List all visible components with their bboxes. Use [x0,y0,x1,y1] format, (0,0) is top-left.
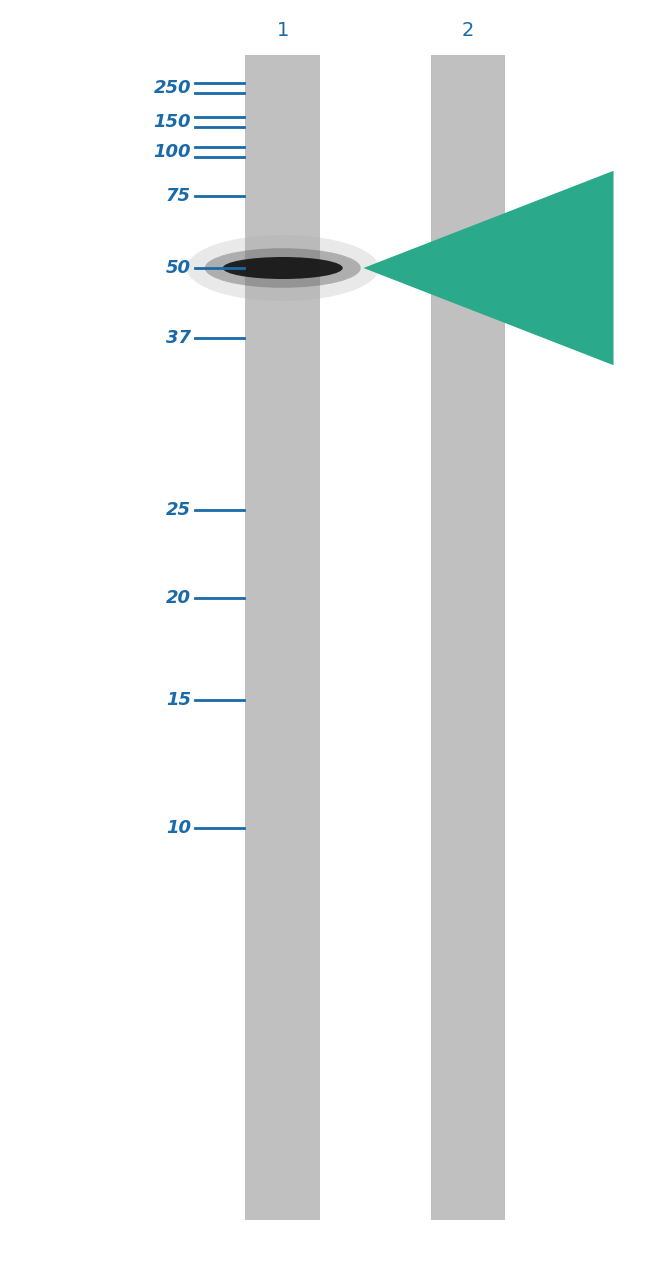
Ellipse shape [187,235,379,301]
Ellipse shape [223,257,343,279]
Text: 37: 37 [166,329,191,347]
Text: 10: 10 [166,819,191,837]
Text: 1: 1 [276,20,289,39]
Text: 15: 15 [166,691,191,709]
Bar [430,55,506,1220]
Text: 250: 250 [153,79,191,97]
Text: 150: 150 [153,113,191,131]
Text: 100: 100 [153,144,191,161]
Text: 50: 50 [166,259,191,277]
Bar [246,55,320,1220]
Text: 25: 25 [166,500,191,519]
Text: 20: 20 [166,589,191,607]
Text: 75: 75 [166,187,191,204]
Text: 2: 2 [462,20,474,39]
Ellipse shape [205,248,361,288]
